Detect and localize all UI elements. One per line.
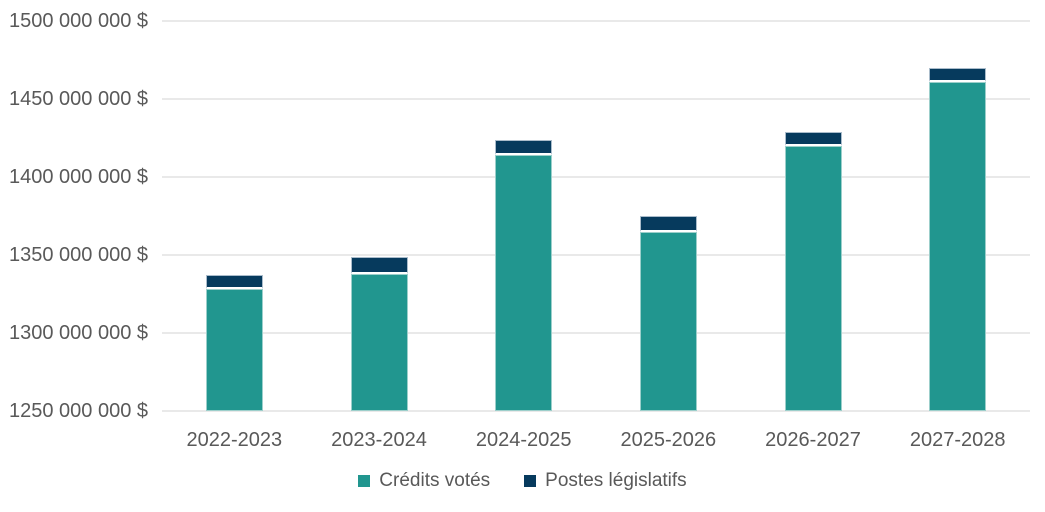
legend-item: Crédits votés <box>358 470 490 492</box>
gridline <box>162 98 1030 100</box>
y-axis-tick-label: 1400 000 000 $ <box>8 166 148 188</box>
bar-segment-postes-legislatifs <box>495 139 553 156</box>
bar-segment-postes-legislatifs <box>639 216 697 232</box>
bar-segment-credits-votes <box>495 155 553 411</box>
bar-segment-credits-votes <box>784 145 842 411</box>
bar-segment-credits-votes <box>639 231 697 411</box>
legend-label: Crédits votés <box>379 470 491 491</box>
y-axis-tick-label: 1500 000 000 $ <box>8 10 148 32</box>
y-axis-tick-label: 1250 000 000 $ <box>8 400 148 422</box>
gridline <box>162 410 1030 412</box>
gridline <box>162 254 1030 256</box>
bar-segment-postes-legislatifs <box>929 67 987 82</box>
bar-segment-postes-legislatifs <box>205 275 263 290</box>
bar-segment-credits-votes <box>929 81 987 411</box>
bar-segment-credits-votes <box>205 289 263 411</box>
x-axis-category-label: 2024-2025 <box>475 429 572 451</box>
gridline <box>162 176 1030 178</box>
x-axis-category-label: 2026-2027 <box>765 429 861 451</box>
bar-segment-credits-votes <box>350 273 408 411</box>
x-axis-category-label: 2025-2026 <box>620 429 717 451</box>
legend-label: Postes législatifs <box>545 470 687 491</box>
y-axis-tick-label: 1300 000 000 $ <box>8 322 148 344</box>
gridline <box>162 20 1030 22</box>
y-axis-tick-label: 1450 000 000 $ <box>8 88 148 110</box>
legend-swatch-credits-votes <box>358 475 371 487</box>
bar-segment-postes-legislatifs <box>784 131 842 146</box>
legend-item: Postes législatifs <box>524 470 687 492</box>
bar-segment-postes-legislatifs <box>350 256 408 274</box>
chart-legend: Crédits votés Postes législatifs <box>0 470 1045 492</box>
gridline <box>162 332 1030 334</box>
y-axis-tick-label: 1350 000 000 $ <box>8 244 148 266</box>
legend-swatch-postes-legislatifs <box>524 475 537 487</box>
x-axis-category-label: 2023-2024 <box>331 429 427 451</box>
x-axis-category-label: 2022-2023 <box>186 429 283 451</box>
x-axis-category-label: 2027-2028 <box>909 429 1006 451</box>
